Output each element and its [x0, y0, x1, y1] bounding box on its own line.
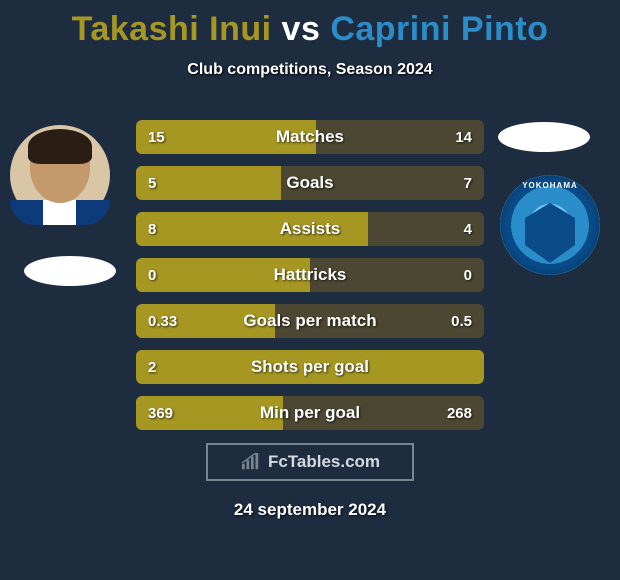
stat-label: Hattricks [136, 258, 484, 292]
chart-icon [240, 453, 262, 471]
stat-value-left: 0.33 [136, 304, 189, 338]
stat-value-left: 0 [136, 258, 168, 292]
stat-label: Goals [136, 166, 484, 200]
stats-bars: Matches15 14 Goals5 7 Assists8 4 Hattricks0 0 Go… [136, 120, 484, 442]
comparison-title: Takashi Inui vs Caprini Pinto [0, 0, 620, 49]
stat-row: Min per goal369 268 [136, 396, 484, 430]
stat-value-right: 268 [435, 396, 484, 430]
stat-value-left: 15 [136, 120, 177, 154]
stat-row: Assists8 4 [136, 212, 484, 246]
stat-value-right [460, 350, 484, 384]
player2-name: Caprini Pinto [330, 10, 548, 48]
stat-value-right: 4 [452, 212, 484, 246]
stat-row: Shots per goal2 [136, 350, 484, 384]
subtitle: Club competitions, Season 2024 [0, 61, 620, 79]
stat-value-right: 0 [452, 258, 484, 292]
footer-date: 24 september 2024 [0, 500, 620, 520]
stat-value-left: 369 [136, 396, 185, 430]
stat-row: Hattricks0 0 [136, 258, 484, 292]
player1-name: Takashi Inui [72, 10, 272, 48]
footer-logo: FcTables.com [206, 443, 414, 481]
footer-logo-text: FcTables.com [268, 452, 380, 472]
stat-label: Min per goal [136, 396, 484, 430]
player2-club-badge: YOKOHAMA [500, 175, 600, 275]
stat-label: Shots per goal [136, 350, 484, 384]
stat-row: Goals5 7 [136, 166, 484, 200]
stat-label: Assists [136, 212, 484, 246]
stat-row: Matches15 14 [136, 120, 484, 154]
player1-club-ellipse [24, 256, 116, 286]
stat-row: Goals per match0.330.5 [136, 304, 484, 338]
player1-avatar [10, 125, 110, 225]
stat-label: Matches [136, 120, 484, 154]
stat-value-right: 7 [452, 166, 484, 200]
vs-text: vs [282, 10, 321, 48]
club-badge-text: YOKOHAMA [500, 181, 600, 190]
stat-value-left: 2 [136, 350, 168, 384]
stat-value-left: 8 [136, 212, 168, 246]
stat-value-right: 0.5 [439, 304, 484, 338]
stat-value-right: 14 [443, 120, 484, 154]
stat-value-left: 5 [136, 166, 168, 200]
player2-ellipse [498, 122, 590, 152]
